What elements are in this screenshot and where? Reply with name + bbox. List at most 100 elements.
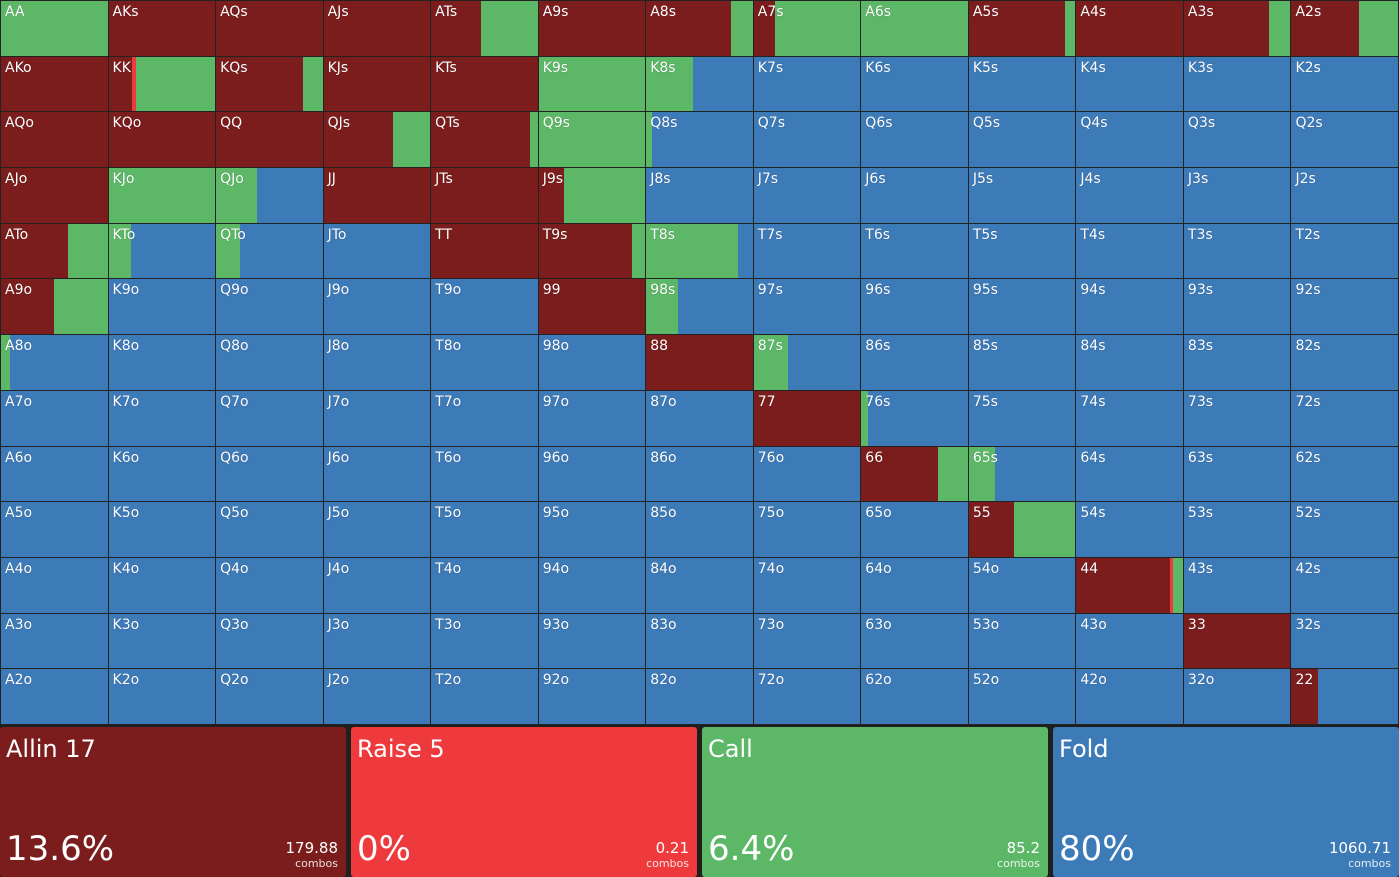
hand-cell[interactable]: 63s <box>1183 446 1291 502</box>
hand-cell[interactable]: T7o <box>431 390 538 446</box>
hand-cell[interactable]: 98o <box>538 335 646 390</box>
hand-cell[interactable]: 73s <box>1183 390 1291 446</box>
hand-cell[interactable]: AKs <box>108 1 216 56</box>
hand-cell[interactable]: A3o <box>1 613 108 669</box>
hand-cell[interactable]: 62s <box>1291 446 1398 502</box>
hand-cell[interactable]: ATo <box>1 223 108 279</box>
hand-cell[interactable]: 87o <box>646 390 753 446</box>
hand-cell[interactable]: KQs <box>216 56 323 112</box>
hand-cell[interactable]: Q6s <box>861 112 968 168</box>
hand-cell[interactable]: A9o <box>1 279 108 335</box>
hand-cell[interactable]: 72o <box>753 669 861 724</box>
hand-cell[interactable]: 76s <box>861 390 968 446</box>
hand-cell[interactable]: Q2o <box>216 669 323 724</box>
hand-cell[interactable]: T3s <box>1183 223 1291 279</box>
hand-cell[interactable]: KTs <box>431 56 538 112</box>
hand-cell[interactable]: K9s <box>538 56 646 112</box>
hand-cell[interactable]: 96o <box>538 446 646 502</box>
hand-cell[interactable]: A4s <box>1076 1 1183 56</box>
hand-cell[interactable]: 88 <box>646 335 753 390</box>
hand-cell[interactable]: 65s <box>968 446 1076 502</box>
action-card-raise[interactable]: Raise 5 0% 0.21 combos <box>351 727 697 877</box>
hand-cell[interactable]: 85s <box>968 335 1076 390</box>
hand-cell[interactable]: 94s <box>1076 279 1183 335</box>
hand-cell[interactable]: JTo <box>323 223 431 279</box>
hand-cell[interactable]: AQs <box>216 1 323 56</box>
hand-cell[interactable]: T3o <box>431 613 538 669</box>
action-card-fold[interactable]: Fold 80% 1060.71 combos <box>1053 727 1399 877</box>
hand-cell[interactable]: 94o <box>538 557 646 613</box>
hand-cell[interactable]: Q8s <box>646 112 753 168</box>
hand-cell[interactable]: 83s <box>1183 335 1291 390</box>
hand-cell[interactable]: 86o <box>646 446 753 502</box>
hand-cell[interactable]: QTs <box>431 112 538 168</box>
hand-cell[interactable]: 43s <box>1183 557 1291 613</box>
hand-cell[interactable]: 32o <box>1183 669 1291 724</box>
hand-cell[interactable]: ATs <box>431 1 538 56</box>
hand-cell[interactable]: T9s <box>538 223 646 279</box>
hand-cell[interactable]: 97o <box>538 390 646 446</box>
hand-cell[interactable]: Q2s <box>1291 112 1398 168</box>
hand-cell[interactable]: 95o <box>538 502 646 557</box>
hand-cell[interactable]: 22 <box>1291 669 1398 724</box>
hand-cell[interactable]: 53s <box>1183 502 1291 557</box>
hand-cell[interactable]: J8o <box>323 335 431 390</box>
hand-cell[interactable]: A4o <box>1 557 108 613</box>
hand-cell[interactable]: 74o <box>753 557 861 613</box>
hand-cell[interactable]: Q8o <box>216 335 323 390</box>
hand-cell[interactable]: 66 <box>861 446 968 502</box>
hand-cell[interactable]: 54s <box>1076 502 1183 557</box>
hand-cell[interactable]: Q6o <box>216 446 323 502</box>
hand-cell[interactable]: TT <box>431 223 538 279</box>
hand-cell[interactable]: T2s <box>1291 223 1398 279</box>
hand-cell[interactable]: 96s <box>861 279 968 335</box>
hand-cell[interactable]: J5s <box>968 168 1076 223</box>
hand-cell[interactable]: QTo <box>216 223 323 279</box>
hand-cell[interactable]: K9o <box>108 279 216 335</box>
hand-cell[interactable]: 33 <box>1183 613 1291 669</box>
hand-cell[interactable]: J3o <box>323 613 431 669</box>
hand-cell[interactable]: 32s <box>1291 613 1398 669</box>
hand-cell[interactable]: 83o <box>646 613 753 669</box>
hand-cell[interactable]: Q7o <box>216 390 323 446</box>
hand-cell[interactable]: 52o <box>968 669 1076 724</box>
hand-cell[interactable]: T2o <box>431 669 538 724</box>
hand-cell[interactable]: 93o <box>538 613 646 669</box>
hand-cell[interactable]: Q5o <box>216 502 323 557</box>
hand-cell[interactable]: K5o <box>108 502 216 557</box>
hand-cell[interactable]: K3o <box>108 613 216 669</box>
hand-cell[interactable]: K4s <box>1076 56 1183 112</box>
hand-cell[interactable]: K8s <box>646 56 753 112</box>
hand-cell[interactable]: A9s <box>538 1 646 56</box>
hand-cell[interactable]: 82o <box>646 669 753 724</box>
hand-cell[interactable]: K6s <box>861 56 968 112</box>
hand-cell[interactable]: KJo <box>108 168 216 223</box>
hand-cell[interactable]: 53o <box>968 613 1076 669</box>
hand-cell[interactable]: K7o <box>108 390 216 446</box>
hand-cell[interactable]: T8o <box>431 335 538 390</box>
hand-cell[interactable]: 93s <box>1183 279 1291 335</box>
hand-cell[interactable]: A5s <box>968 1 1076 56</box>
hand-cell[interactable]: 74s <box>1076 390 1183 446</box>
hand-cell[interactable]: A8o <box>1 335 108 390</box>
hand-cell[interactable]: T4s <box>1076 223 1183 279</box>
hand-cell[interactable]: A3s <box>1183 1 1291 56</box>
action-card-allin[interactable]: Allin 17 13.6% 179.88 combos <box>0 727 346 877</box>
hand-cell[interactable]: K7s <box>753 56 861 112</box>
hand-cell[interactable]: K4o <box>108 557 216 613</box>
hand-cell[interactable]: 65o <box>861 502 968 557</box>
hand-cell[interactable]: 87s <box>753 335 861 390</box>
hand-cell[interactable]: 64s <box>1076 446 1183 502</box>
hand-cell[interactable]: 54o <box>968 557 1076 613</box>
hand-cell[interactable]: A2s <box>1291 1 1398 56</box>
hand-cell[interactable]: 72s <box>1291 390 1398 446</box>
hand-cell[interactable]: J4o <box>323 557 431 613</box>
hand-cell[interactable]: 75s <box>968 390 1076 446</box>
hand-cell[interactable]: T9o <box>431 279 538 335</box>
hand-cell[interactable]: Q4o <box>216 557 323 613</box>
hand-cell[interactable]: 43o <box>1076 613 1183 669</box>
hand-cell[interactable]: J9o <box>323 279 431 335</box>
hand-cell[interactable]: 73o <box>753 613 861 669</box>
hand-cell[interactable]: Q3s <box>1183 112 1291 168</box>
hand-cell[interactable]: 77 <box>753 390 861 446</box>
